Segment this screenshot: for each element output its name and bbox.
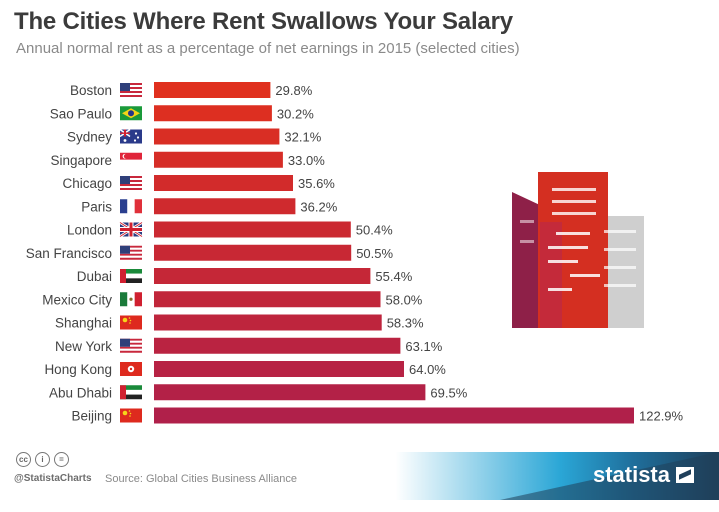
data-label: 58.3% [387, 316, 424, 331]
data-label: 122.9% [639, 409, 684, 424]
statista-logo: statista [593, 462, 694, 488]
flag-icon-us [120, 83, 142, 97]
bar [154, 268, 371, 284]
bar [154, 151, 283, 168]
category-label: Beijing [71, 409, 112, 424]
flag-icon-sg [120, 152, 142, 167]
cc-icon: cc [16, 452, 31, 467]
bar [154, 384, 426, 401]
category-label: Dubai [77, 269, 112, 284]
chart-title: The Cities Where Rent Swallows Your Sala… [14, 8, 513, 35]
data-label: 33.0% [288, 153, 325, 168]
flag-icon-us [120, 245, 142, 260]
category-label: Singapore [50, 153, 112, 168]
flag-icon-cn [120, 315, 142, 330]
data-label: 36.2% [300, 199, 337, 214]
brand-name: statista [592, 462, 670, 487]
category-label: Paris [81, 199, 112, 214]
bar [154, 82, 271, 98]
chart-subtitle: Annual normal rent as a percentage of ne… [16, 40, 520, 57]
category-label: San Francisco [26, 246, 112, 261]
category-label: Sydney [67, 130, 112, 145]
bar [154, 221, 351, 238]
flag-icon-ae [120, 269, 142, 283]
bar [154, 314, 382, 331]
bar [154, 175, 293, 191]
data-label: 63.1% [405, 339, 442, 354]
category-label: Chicago [62, 176, 112, 191]
data-label: 30.2% [277, 106, 314, 121]
data-label: 58.0% [386, 292, 423, 307]
bar [154, 407, 634, 424]
flag-icon-au [119, 128, 142, 144]
category-label: Sao Paulo [50, 106, 112, 121]
source-note: Source: Global Cities Business Alliance [105, 473, 297, 485]
category-label: Hong Kong [44, 362, 112, 377]
flag-icon-us [120, 338, 142, 353]
data-label: 50.4% [356, 223, 393, 238]
footer-accent [500, 452, 719, 500]
data-label: 69.5% [430, 385, 467, 400]
data-label: 35.6% [298, 176, 335, 191]
attribution-icon: i [35, 452, 50, 467]
flag-icon-hk [120, 362, 142, 376]
flag-icon-fr [120, 199, 142, 214]
data-label: 29.8% [275, 83, 312, 98]
bar [154, 337, 401, 354]
data-label: 55.4% [375, 269, 412, 284]
category-label: Boston [70, 83, 112, 98]
data-label: 64.0% [409, 362, 446, 377]
bars-group: Boston 29.8% Sao Paulo 30.2% Sydney 32.1% Sing… [26, 82, 684, 424]
flag-icon-br [120, 106, 142, 121]
flag-icon-ae [120, 385, 142, 400]
category-label: Shanghai [55, 316, 112, 331]
bar [154, 244, 352, 261]
twitter-handle: @StatistaCharts [14, 473, 92, 484]
flag-icon-us [120, 176, 142, 190]
flag-icon-mx [120, 292, 142, 307]
category-label: London [67, 223, 112, 238]
bar [154, 128, 280, 145]
category-label: Abu Dhabi [49, 385, 112, 400]
flag-icon-cn [120, 408, 142, 423]
building-illustration [512, 172, 644, 328]
license-icons: cc i = [16, 452, 69, 467]
category-label: Mexico City [42, 292, 112, 307]
category-label: New York [55, 339, 112, 354]
bar [154, 105, 272, 122]
flag-icon-gb [119, 221, 143, 238]
no-derivatives-icon: = [54, 452, 69, 467]
statista-mark-icon [676, 467, 694, 483]
bar [154, 361, 404, 377]
data-label: 32.1% [284, 130, 321, 145]
data-label: 50.5% [356, 246, 393, 261]
bar [154, 291, 381, 308]
bar [154, 198, 296, 215]
